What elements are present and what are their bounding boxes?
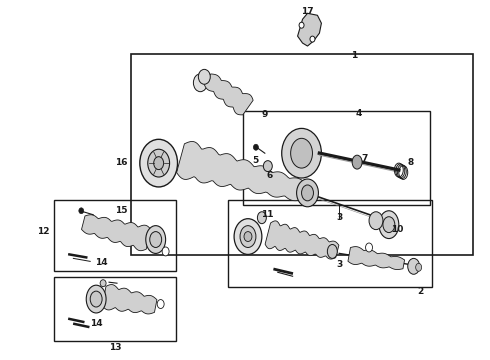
Ellipse shape — [100, 280, 106, 287]
Ellipse shape — [282, 129, 321, 178]
Ellipse shape — [291, 138, 313, 168]
Ellipse shape — [253, 144, 258, 150]
Ellipse shape — [369, 212, 383, 230]
Bar — [228, 200, 432, 287]
Ellipse shape — [408, 258, 419, 274]
Text: 7: 7 — [361, 154, 368, 163]
Text: 6: 6 — [267, 171, 273, 180]
Bar — [54, 277, 175, 341]
Text: 11: 11 — [261, 210, 273, 219]
Ellipse shape — [157, 300, 164, 309]
Ellipse shape — [366, 243, 372, 252]
Bar — [54, 200, 175, 271]
Ellipse shape — [140, 139, 177, 187]
Text: 17: 17 — [301, 7, 314, 16]
Ellipse shape — [162, 247, 169, 256]
Text: 8: 8 — [408, 158, 414, 167]
Ellipse shape — [379, 211, 399, 239]
Ellipse shape — [416, 264, 421, 271]
Polygon shape — [297, 13, 321, 46]
Ellipse shape — [299, 22, 304, 28]
Ellipse shape — [244, 231, 252, 242]
Text: 3: 3 — [336, 260, 343, 269]
Ellipse shape — [79, 208, 84, 214]
Bar — [243, 111, 430, 205]
Text: 3: 3 — [336, 213, 343, 222]
Ellipse shape — [194, 74, 207, 92]
Ellipse shape — [146, 226, 166, 253]
Polygon shape — [348, 247, 405, 270]
Ellipse shape — [296, 179, 318, 207]
Ellipse shape — [240, 226, 256, 247]
Ellipse shape — [263, 161, 272, 172]
Text: 15: 15 — [115, 206, 127, 215]
Ellipse shape — [86, 285, 106, 313]
Ellipse shape — [327, 244, 337, 258]
Polygon shape — [102, 284, 157, 314]
Text: 9: 9 — [262, 110, 268, 119]
Ellipse shape — [383, 217, 395, 233]
Ellipse shape — [257, 212, 267, 224]
Polygon shape — [81, 215, 151, 251]
Text: 12: 12 — [37, 227, 50, 236]
Text: 13: 13 — [109, 343, 121, 352]
Ellipse shape — [90, 291, 102, 307]
Ellipse shape — [310, 36, 315, 42]
Ellipse shape — [301, 185, 314, 201]
Ellipse shape — [198, 69, 210, 84]
Polygon shape — [204, 74, 253, 115]
Polygon shape — [265, 221, 339, 259]
Text: 16: 16 — [115, 158, 127, 167]
Ellipse shape — [352, 155, 362, 169]
Text: 2: 2 — [417, 287, 424, 296]
Ellipse shape — [148, 149, 170, 177]
Text: 10: 10 — [391, 225, 403, 234]
Text: 4: 4 — [356, 109, 362, 118]
Bar — [131, 54, 473, 255]
Text: 14: 14 — [95, 258, 107, 267]
Text: 1: 1 — [351, 51, 357, 60]
Ellipse shape — [150, 231, 162, 247]
Text: 14: 14 — [90, 319, 102, 328]
Polygon shape — [176, 141, 307, 201]
Ellipse shape — [154, 157, 164, 170]
Ellipse shape — [234, 219, 262, 255]
Text: 5: 5 — [252, 156, 258, 165]
